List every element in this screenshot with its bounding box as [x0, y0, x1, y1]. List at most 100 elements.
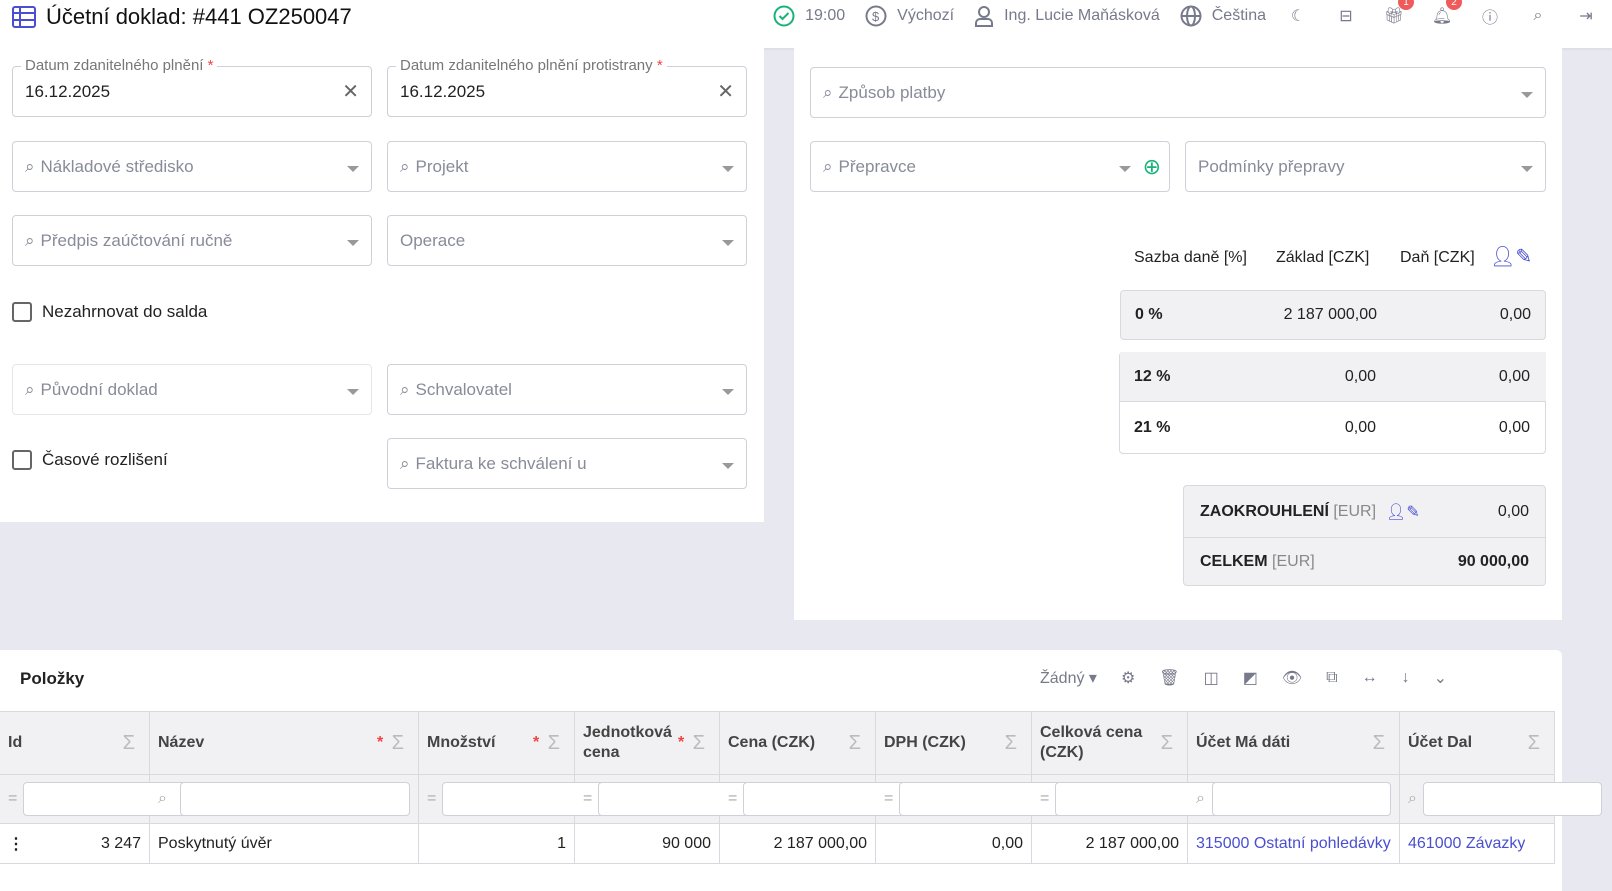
table-row[interactable]: ⋮ 3 247 Poskytnutý úvěr 1 90 000 2 187 000,00… [0, 824, 1555, 864]
search-icon[interactable]: ⌕ [158, 790, 167, 807]
column-label: Id [8, 734, 23, 751]
signpost-icon[interactable]: ⊟ [1339, 8, 1353, 25]
sigma-icon[interactable]: Σ [692, 731, 705, 754]
sigma-icon[interactable]: Σ [122, 731, 135, 754]
search-icon[interactable]: ⌕ [1408, 790, 1417, 807]
column-header[interactable]: Účet Má dáti Σ [1188, 712, 1400, 774]
cell-value: 3 247 [100, 834, 141, 852]
project-select[interactable]: ⌕ Projekt [387, 141, 747, 192]
checkbox[interactable] [12, 450, 32, 470]
payment-method-select[interactable]: ⌕ Způsob platby [810, 67, 1546, 118]
date-field[interactable]: Datum zdanitelného plnění * 16.12.2025 ✕ [12, 57, 372, 117]
sigma-icon[interactable]: Σ [848, 731, 861, 754]
cell-value: 1 [557, 834, 566, 852]
sync-status: 19:00 [773, 5, 845, 27]
column-header[interactable]: Množství * Σ [419, 712, 575, 774]
edit-user-icon[interactable]: 👤︎✎ [1386, 503, 1420, 521]
search-icon: ⌕ [25, 379, 35, 399]
operation-select[interactable]: Operace [387, 215, 747, 266]
column-header[interactable]: DPH (CZK) Σ [876, 712, 1032, 774]
sigma-icon[interactable]: Σ [1160, 731, 1173, 754]
sigma-icon[interactable]: Σ [547, 731, 560, 754]
invoice-approval-select[interactable]: ⌕ Faktura ke schválení u [387, 438, 747, 489]
bell-icon[interactable]: 🔔︎ 2 [1430, 0, 1462, 28]
user-button[interactable]: Ing. Lucie Maňásková [974, 5, 1160, 27]
column-header[interactable]: Celková cena (CZK) Σ [1032, 712, 1188, 774]
column-header[interactable]: Jednotková cena * Σ [575, 712, 720, 774]
accrual-checkbox[interactable]: Časové rozlišení [12, 450, 168, 470]
filter-input[interactable] [1212, 782, 1391, 816]
delete-icon[interactable]: 🗑︎ [1159, 670, 1180, 687]
clear-icon[interactable]: ✕ [717, 81, 734, 103]
edit-user-icon[interactable]: 👤︎✎ [1490, 246, 1533, 268]
filter-input[interactable] [899, 782, 1079, 816]
expand-width-icon[interactable]: ↔ [1361, 669, 1378, 686]
column-label: Jednotková cena [583, 724, 672, 761]
gift-icon[interactable]: 🎁︎ 1 [1382, 0, 1414, 28]
help-icon[interactable]: ⓘ [1481, 10, 1498, 27]
sigma-icon[interactable]: Σ [1004, 731, 1017, 754]
tax-row: 12 % 0,00 0,00 [1120, 352, 1546, 402]
cell-value[interactable]: 315000 Ostatní pohledávky [1196, 834, 1391, 852]
clear-icon[interactable]: ✕ [342, 81, 359, 103]
header-row: Id Σ Název * Σ Množství * Σ Jednotková cena * Σ… [0, 711, 1555, 775]
currency-button[interactable]: $ Výchozí [865, 5, 954, 27]
filter-input[interactable] [23, 782, 203, 816]
sigma-icon[interactable]: Σ [391, 731, 404, 754]
search-icon: ⌕ [400, 453, 410, 473]
column-header[interactable]: Název * Σ [150, 712, 419, 774]
language-label: Čeština [1211, 7, 1266, 24]
counterparty-date-field[interactable]: Datum zdanitelného plnění protistrany * 1… [387, 57, 747, 117]
eye-icon[interactable]: 👁︎ [1281, 670, 1303, 687]
filter-input[interactable] [1422, 782, 1602, 816]
placeholder: Předpis zaúčtování ručně [40, 230, 233, 250]
language-button[interactable]: Čeština [1180, 5, 1266, 27]
exclude-balance-checkbox[interactable]: Nezahrnovat do salda [12, 302, 207, 322]
column-header[interactable]: Cena (CZK) Σ [720, 712, 876, 774]
checkbox[interactable] [12, 302, 32, 322]
filter-input[interactable] [442, 782, 622, 816]
sigma-icon[interactable]: Σ [1527, 731, 1540, 754]
moon-icon[interactable]: ☾ [1290, 8, 1306, 25]
download-icon[interactable]: ↓ [1401, 669, 1410, 686]
column-header[interactable]: Účet Dal Σ [1400, 712, 1555, 774]
cell-value[interactable]: 461000 Závazky [1408, 834, 1526, 852]
tax-row: 21 % 0,00 0,00 [1120, 403, 1546, 453]
filter-input[interactable] [180, 782, 410, 816]
placeholder: Projekt [415, 156, 469, 176]
logout-icon[interactable]: ⇥ [1579, 8, 1593, 25]
equals-icon[interactable]: = [884, 790, 894, 807]
chevron-down-icon[interactable]: ⌄ [1433, 670, 1448, 687]
placeholder: Přepravce [838, 156, 917, 176]
add-circle-icon[interactable]: ⊕ [1142, 153, 1161, 179]
row-menu-icon[interactable]: ⋮ [8, 835, 24, 853]
columns-icon[interactable]: ◫ [1203, 670, 1219, 687]
column-header[interactable]: Id Σ [0, 712, 150, 774]
posting-select[interactable]: ⌕ Předpis zaúčtování ručně [12, 215, 372, 266]
equals-icon[interactable]: = [583, 790, 593, 807]
search-icon[interactable]: ⌕ [1196, 790, 1205, 807]
rounding-row: ZAOKROUHLENÍ [EUR] 👤︎✎ 0,00 [1184, 486, 1545, 538]
filter-input[interactable] [1055, 782, 1235, 816]
equals-icon[interactable]: = [8, 790, 18, 807]
cost-center-select[interactable]: ⌕ Nákladové středisko [12, 141, 372, 192]
approver-select[interactable]: ⌕ Schvalovatel [387, 364, 747, 415]
resize-icon[interactable]: ⧉ [1326, 669, 1338, 686]
equals-icon[interactable]: = [728, 790, 738, 807]
view-select[interactable]: Žádný ▾ [1040, 670, 1097, 687]
tax-header: Daň [CZK] [1400, 249, 1475, 266]
settings-icon[interactable]: ⚙ [1120, 670, 1136, 687]
equals-icon[interactable]: = [427, 790, 437, 807]
original-doc-select[interactable]: ⌕ Původní doklad [12, 364, 372, 415]
page-title: Účetní doklad: #441 OZ250047 [12, 4, 352, 30]
dropdown-arrow-icon [722, 389, 734, 395]
carrier-select[interactable]: ⌕ Přepravce ⊕ [810, 141, 1170, 192]
equals-icon[interactable]: = [1040, 790, 1050, 807]
tax-value: 0,00 [1498, 419, 1530, 436]
sigma-icon[interactable]: Σ [1372, 731, 1385, 754]
search-icon[interactable]: ⌕ [1533, 7, 1543, 24]
layout-icon[interactable]: ◩ [1242, 670, 1258, 687]
transport-terms-select[interactable]: Podmínky přepravy [1185, 141, 1546, 192]
required-mark: * [533, 734, 540, 751]
filter-input[interactable] [743, 782, 923, 816]
